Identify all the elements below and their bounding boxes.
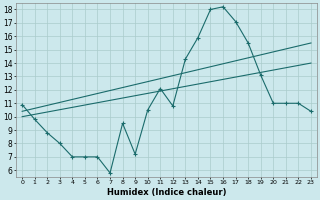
X-axis label: Humidex (Indice chaleur): Humidex (Indice chaleur) bbox=[107, 188, 226, 197]
